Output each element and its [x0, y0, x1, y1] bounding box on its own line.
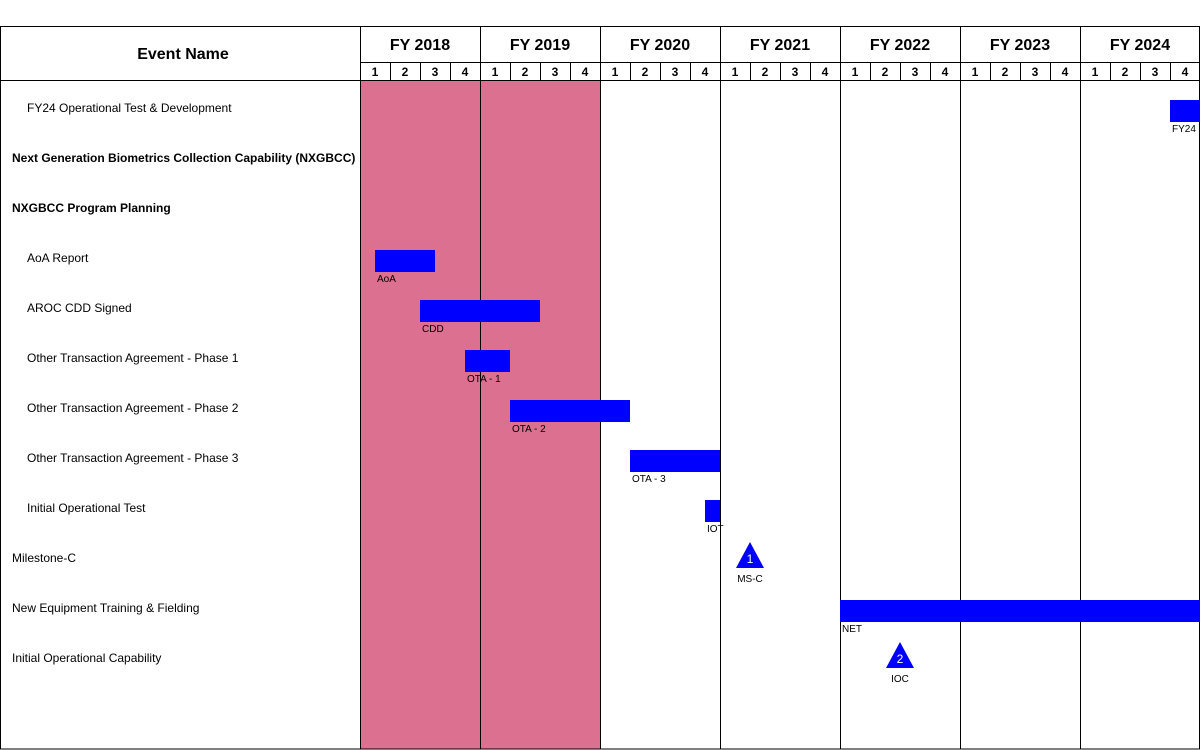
quarter-label: 4 — [822, 65, 829, 79]
bar-label: AoA — [377, 274, 396, 285]
event-bar — [705, 500, 720, 522]
event-name: NXGBCC Program Planning — [12, 201, 171, 215]
event-name-header: Event Name — [137, 46, 229, 63]
milestone-label: MS-C — [737, 574, 763, 585]
quarter-label: 1 — [732, 65, 739, 79]
event-bar — [510, 400, 630, 422]
bar-label: OTA - 3 — [632, 474, 666, 485]
quarter-label: 1 — [852, 65, 859, 79]
bar-label: IOT — [707, 524, 724, 535]
event-name: Other Transaction Agreement - Phase 2 — [27, 401, 239, 415]
quarter-label: 4 — [462, 65, 469, 79]
quarter-label: 2 — [522, 65, 529, 79]
quarter-label: 3 — [912, 65, 919, 79]
event-bar — [1170, 100, 1200, 122]
bar-label: OTA - 1 — [467, 374, 501, 385]
quarter-label: 3 — [552, 65, 559, 79]
fiscal-year-label: FY 2018 — [390, 37, 450, 54]
quarter-label: 3 — [1152, 65, 1159, 79]
event-name: AoA Report — [27, 251, 89, 265]
bar-label: FY24 — [1172, 124, 1196, 135]
fiscal-year-label: FY 2022 — [870, 37, 930, 54]
quarter-label: 4 — [702, 65, 709, 79]
quarter-label: 2 — [402, 65, 409, 79]
milestone-triangle — [886, 642, 914, 668]
bar-label: CDD — [422, 324, 444, 335]
quarter-label: 1 — [612, 65, 619, 79]
event-name: AROC CDD Signed — [27, 301, 132, 315]
bar-label: NET — [842, 624, 862, 635]
milestone-label: IOC — [891, 674, 909, 685]
quarter-label: 2 — [762, 65, 769, 79]
event-bar — [375, 250, 435, 272]
milestone-number: 2 — [897, 652, 904, 666]
quarter-label: 1 — [492, 65, 499, 79]
quarter-label: 3 — [1032, 65, 1039, 79]
event-bar — [465, 350, 510, 372]
event-name: Initial Operational Capability — [12, 651, 161, 665]
fiscal-year-label: FY 2019 — [510, 37, 570, 54]
quarter-label: 4 — [582, 65, 589, 79]
event-name: Next Generation Biometrics Collection Ca… — [12, 151, 355, 165]
event-name: Milestone-C — [12, 551, 76, 565]
event-bar — [420, 300, 540, 322]
fiscal-year-label: FY 2024 — [1110, 37, 1170, 54]
quarter-label: 1 — [972, 65, 979, 79]
fiscal-year-label: FY 2020 — [630, 37, 690, 54]
quarter-label: 2 — [882, 65, 889, 79]
quarter-label: 2 — [1002, 65, 1009, 79]
quarter-label: 3 — [792, 65, 799, 79]
bar-label: OTA - 2 — [512, 424, 546, 435]
quarter-label: 3 — [672, 65, 679, 79]
event-bar — [840, 600, 1200, 622]
quarter-label: 1 — [1092, 65, 1099, 79]
event-name: Other Transaction Agreement - Phase 3 — [27, 451, 239, 465]
quarter-label: 2 — [1122, 65, 1129, 79]
quarter-label: 4 — [942, 65, 949, 79]
shaded-period-fy-2018 — [360, 80, 480, 749]
event-name: New Equipment Training & Fielding — [12, 601, 199, 615]
event-bar — [630, 450, 720, 472]
quarter-label: 3 — [432, 65, 439, 79]
fiscal-year-label: FY 2023 — [990, 37, 1050, 54]
event-name: FY24 Operational Test & Development — [27, 101, 232, 115]
quarter-label: 4 — [1062, 65, 1069, 79]
milestone-triangle — [736, 542, 764, 568]
event-name: Initial Operational Test — [27, 501, 146, 515]
quarter-label: 1 — [372, 65, 379, 79]
fiscal-year-label: FY 2021 — [750, 37, 810, 54]
quarter-label: 4 — [1182, 65, 1189, 79]
milestone-number: 1 — [747, 552, 754, 566]
quarter-label: 2 — [642, 65, 649, 79]
event-name: Other Transaction Agreement - Phase 1 — [27, 351, 239, 365]
